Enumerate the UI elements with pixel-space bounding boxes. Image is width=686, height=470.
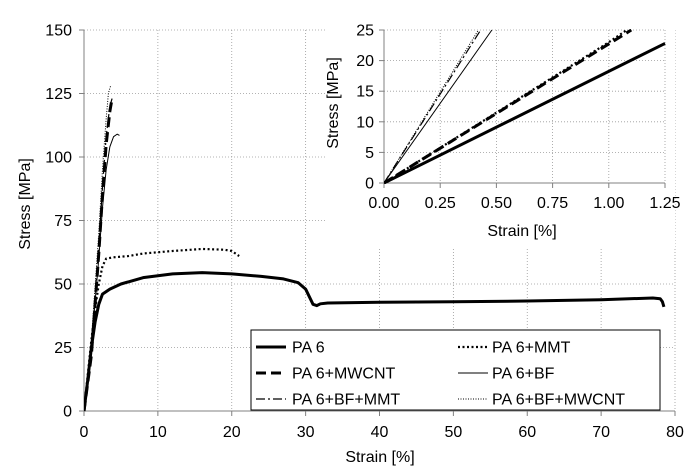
main-series-pa-6-bf [84,133,120,412]
inset-series-pa-6-bf [384,29,493,184]
main-x-tick-label: 20 [223,424,241,441]
inset-series-pa-6-mmt [384,29,628,184]
main-y-tick-label: 25 [54,340,72,357]
main-y-tick-label: 125 [45,86,72,103]
legend-label-pa-6-bf: PA 6+BF [492,366,555,383]
main-series-pa-6 [84,271,666,412]
main-x-tick-label: 10 [149,424,167,441]
legend: PA 6 PA 6+MMT PA 6+MWCNT PA 6+BF PA 6+BF+MMT… [250,329,661,411]
legend-item-pa-6-mwcnt: PA 6+MWCNT [256,366,396,383]
inset-gridlines [384,29,666,183]
legend-label-pa-6-mmt: PA 6+MMT [492,340,571,357]
legend-label-pa-6: PA 6 [292,340,325,357]
legend-label-pa-6-mwcnt: PA 6+MWCNT [292,366,396,383]
inset-tick-labels: 0.00 0.25 0.50 0.75 1.00 1.25 0 5 10 15 20 25 [356,23,680,213]
main-series-lines [84,85,666,412]
main-y-tick-label: 0 [63,404,72,421]
main-y-axis-title: Stress [MPa] [17,158,34,250]
legend-item-pa-6-bf: PA 6+BF [458,366,555,383]
inset-y-axis-title: Stress [MPa] [325,57,342,149]
main-x-tick-label: 50 [444,424,462,441]
main-x-tick-label: 30 [297,424,315,441]
inset-x-tick-label: 1.00 [593,195,624,212]
legend-box [250,329,661,411]
inset-x-tick-label: 0.00 [368,195,399,212]
inset-x-tick-label: 0.75 [537,195,568,212]
main-x-tick-label: 60 [518,424,536,441]
inset-x-tick-label: 0.25 [425,195,456,212]
inset-y-tick-label: 25 [356,23,374,40]
inset-x-tick-label: 0.50 [481,195,512,212]
main-series-pa-6-bf-mwcnt [84,85,112,412]
main-y-tick-label: 150 [45,23,72,40]
inset-y-tick-label: 0 [365,176,374,193]
legend-label-pa-6-bf-mwcnt: PA 6+BF+MWCNT [492,392,625,409]
inset-x-tick-label: 1.25 [649,195,680,212]
main-series-pa-6-bf-mmt [84,98,113,412]
inset-y-tick-label: 20 [356,53,374,70]
main-y-tick-label: 50 [54,277,72,294]
inset-background [325,6,675,249]
main-axes [79,29,676,416]
main-x-tick-label: 70 [592,424,610,441]
inset-y-tick-label: 5 [365,145,374,162]
inset-series-lines [384,29,666,184]
inset-series-pa-6 [384,42,666,184]
inset-chart: 0.00 0.25 0.50 0.75 1.00 1.25 0 5 10 15 20 25 Strai… [325,6,681,249]
legend-item-pa-6: PA 6 [256,340,325,357]
main-x-axis-title: Strain [%] [345,449,414,466]
main-y-tick-label: 100 [45,150,72,167]
legend-item-pa-6-bf-mwcnt: PA 6+BF+MWCNT [458,392,625,409]
legend-label-pa-6-bf-mmt: PA 6+BF+MMT [292,392,400,409]
inset-x-axis-title: Strain [%] [487,223,556,240]
legend-item-pa-6-bf-mmt: PA 6+BF+MMT [256,392,400,409]
legend-item-pa-6-mmt: PA 6+MMT [458,340,571,357]
main-x-tick-label: 40 [371,424,389,441]
main-x-tick-label: 80 [666,424,684,441]
main-x-tick-label: 0 [80,424,89,441]
main-y-tick-label: 75 [54,213,72,230]
inset-y-tick-label: 15 [356,84,374,101]
inset-series-pa-6-mwcnt [384,29,633,184]
inset-y-tick-label: 10 [356,114,374,131]
inset-axes [379,29,666,188]
